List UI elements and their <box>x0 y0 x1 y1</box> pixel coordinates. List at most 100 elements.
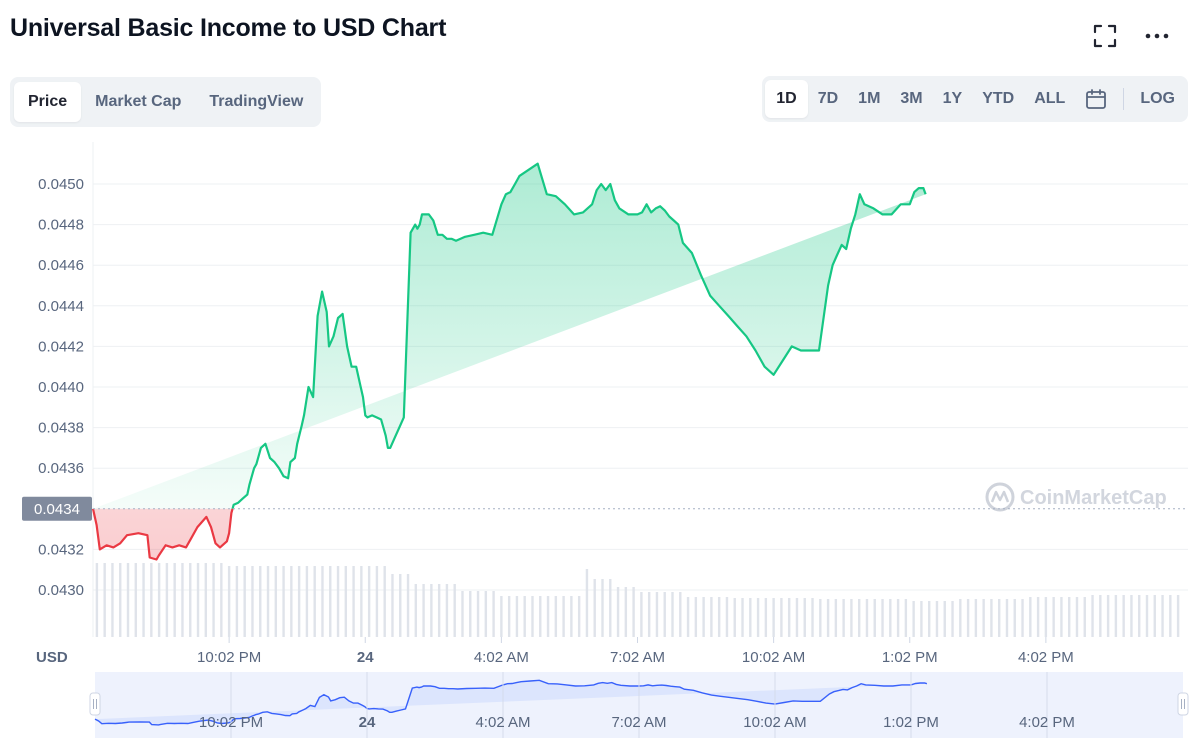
volume-bar <box>173 563 176 637</box>
volume-bar <box>352 566 355 637</box>
navigator-right-handle[interactable] <box>1177 692 1189 716</box>
view-tabs: Price Market Cap TradingView <box>10 77 322 127</box>
volume-bar <box>655 592 659 637</box>
volume-bar <box>313 566 316 637</box>
volume-bar <box>461 591 464 637</box>
price-line <box>91 162 927 561</box>
volume-bar <box>422 584 425 637</box>
x-tick-label: 4:02 AM <box>474 649 529 666</box>
volume-bar <box>764 598 768 637</box>
navigator-tick-label: 4:02 AM <box>475 714 530 731</box>
range-7d[interactable]: 7D <box>817 90 839 107</box>
volume-bar <box>406 574 410 637</box>
volume-bar <box>165 563 169 637</box>
range-1d[interactable]: 1D <box>765 80 808 118</box>
volume-bar <box>1075 597 1079 637</box>
volume-bar <box>826 599 830 637</box>
range-tabs: 1D 7D 1M 3M 1Y YTD ALL LOG <box>762 76 1188 122</box>
volume-bar <box>904 599 908 637</box>
volume-bar <box>383 566 386 637</box>
volume-bar <box>142 563 145 637</box>
range-3m[interactable]: 3M <box>900 90 923 107</box>
tab-price[interactable]: Price <box>14 82 82 122</box>
volume-bar <box>873 599 876 637</box>
current-price-tag: 0.0434 <box>22 496 92 521</box>
tab-tradingview[interactable]: TradingView <box>209 93 304 110</box>
volume-bar <box>329 566 332 637</box>
volume-bar <box>671 592 674 637</box>
volume-bar <box>181 563 184 637</box>
volume-bar <box>663 592 666 637</box>
volume-bar <box>570 596 573 637</box>
volume-bar <box>1176 595 1180 637</box>
volume-bar <box>616 587 620 637</box>
navigator-tick-label: 24 <box>359 714 376 731</box>
volume-bar <box>150 563 153 637</box>
volume-bar <box>414 584 418 637</box>
volume-bar <box>951 601 954 637</box>
volume-bar <box>756 598 760 637</box>
range-1y[interactable]: 1Y <box>942 90 963 107</box>
volume-bar <box>1145 595 1149 637</box>
volume-bar <box>585 569 589 637</box>
volume-bar <box>593 579 596 637</box>
tab-market-cap[interactable]: Market Cap <box>95 93 182 110</box>
volume-bar <box>632 587 635 637</box>
range-1m[interactable]: 1M <box>858 90 881 107</box>
volume-bar <box>297 566 301 637</box>
volume-bar <box>647 592 651 637</box>
volume-bar <box>220 563 223 637</box>
volume-bar <box>290 566 293 637</box>
volume-bar <box>453 584 456 637</box>
price-area-down <box>93 508 233 560</box>
range-ytd[interactable]: YTD <box>982 90 1015 107</box>
volume-bar <box>819 599 822 637</box>
coinmarketcap-watermark: CoinMarketCap <box>985 482 1167 512</box>
y-tick-label: 0.0450 <box>38 176 84 193</box>
volume-bar <box>1114 595 1118 637</box>
volume-bar <box>943 601 946 637</box>
navigator-tick-label: 10:02 AM <box>743 714 806 731</box>
volume-bar <box>803 598 806 637</box>
volume-bar <box>1130 595 1133 637</box>
volume-bar <box>857 599 861 637</box>
log-toggle[interactable]: LOG <box>1140 90 1175 107</box>
volume-bar <box>577 596 581 637</box>
y-tick-label: 0.0432 <box>38 541 84 558</box>
volume-bar <box>935 601 939 637</box>
range-navigator[interactable]: 10:02 PM 24 4:02 AM 7:02 AM 10:02 AM 1:02 PM 4… <box>89 672 1189 738</box>
volume-bar <box>912 601 915 637</box>
volume-bar <box>1068 597 1071 637</box>
volume-bar <box>1005 599 1009 637</box>
volume-bar <box>1169 595 1172 637</box>
volume-bar <box>865 599 869 637</box>
volume-bar <box>974 599 978 637</box>
volume-bar <box>686 597 690 637</box>
volume-bar <box>795 598 799 637</box>
volume-bar <box>624 587 628 637</box>
volume-bar <box>157 563 161 637</box>
range-all[interactable]: ALL <box>1034 90 1066 107</box>
volume-bar <box>1138 595 1141 637</box>
calendar-icon[interactable] <box>1075 80 1117 118</box>
volume-bar <box>399 574 402 637</box>
y-tick-label: 0.0440 <box>38 379 84 396</box>
y-tick-label: 0.0430 <box>38 582 84 599</box>
volume-bar <box>1083 597 1086 637</box>
navigator-left-handle[interactable] <box>89 692 101 716</box>
volume-bar <box>717 597 721 637</box>
volume-bar <box>780 598 783 637</box>
volume-bar <box>515 596 519 637</box>
volume-bar <box>375 566 379 637</box>
navigator-tick-label: 4:02 PM <box>1019 714 1075 731</box>
volume-bar <box>927 601 931 637</box>
volume-bar <box>787 598 791 637</box>
volume-bar <box>889 599 892 637</box>
volume-bar <box>274 566 277 637</box>
expand-icon[interactable] <box>1091 22 1119 50</box>
volume-bar <box>990 599 993 637</box>
volume-bar <box>1052 597 1055 637</box>
more-dots-icon[interactable] <box>1143 22 1171 50</box>
watermark-text: CoinMarketCap <box>1020 487 1167 509</box>
